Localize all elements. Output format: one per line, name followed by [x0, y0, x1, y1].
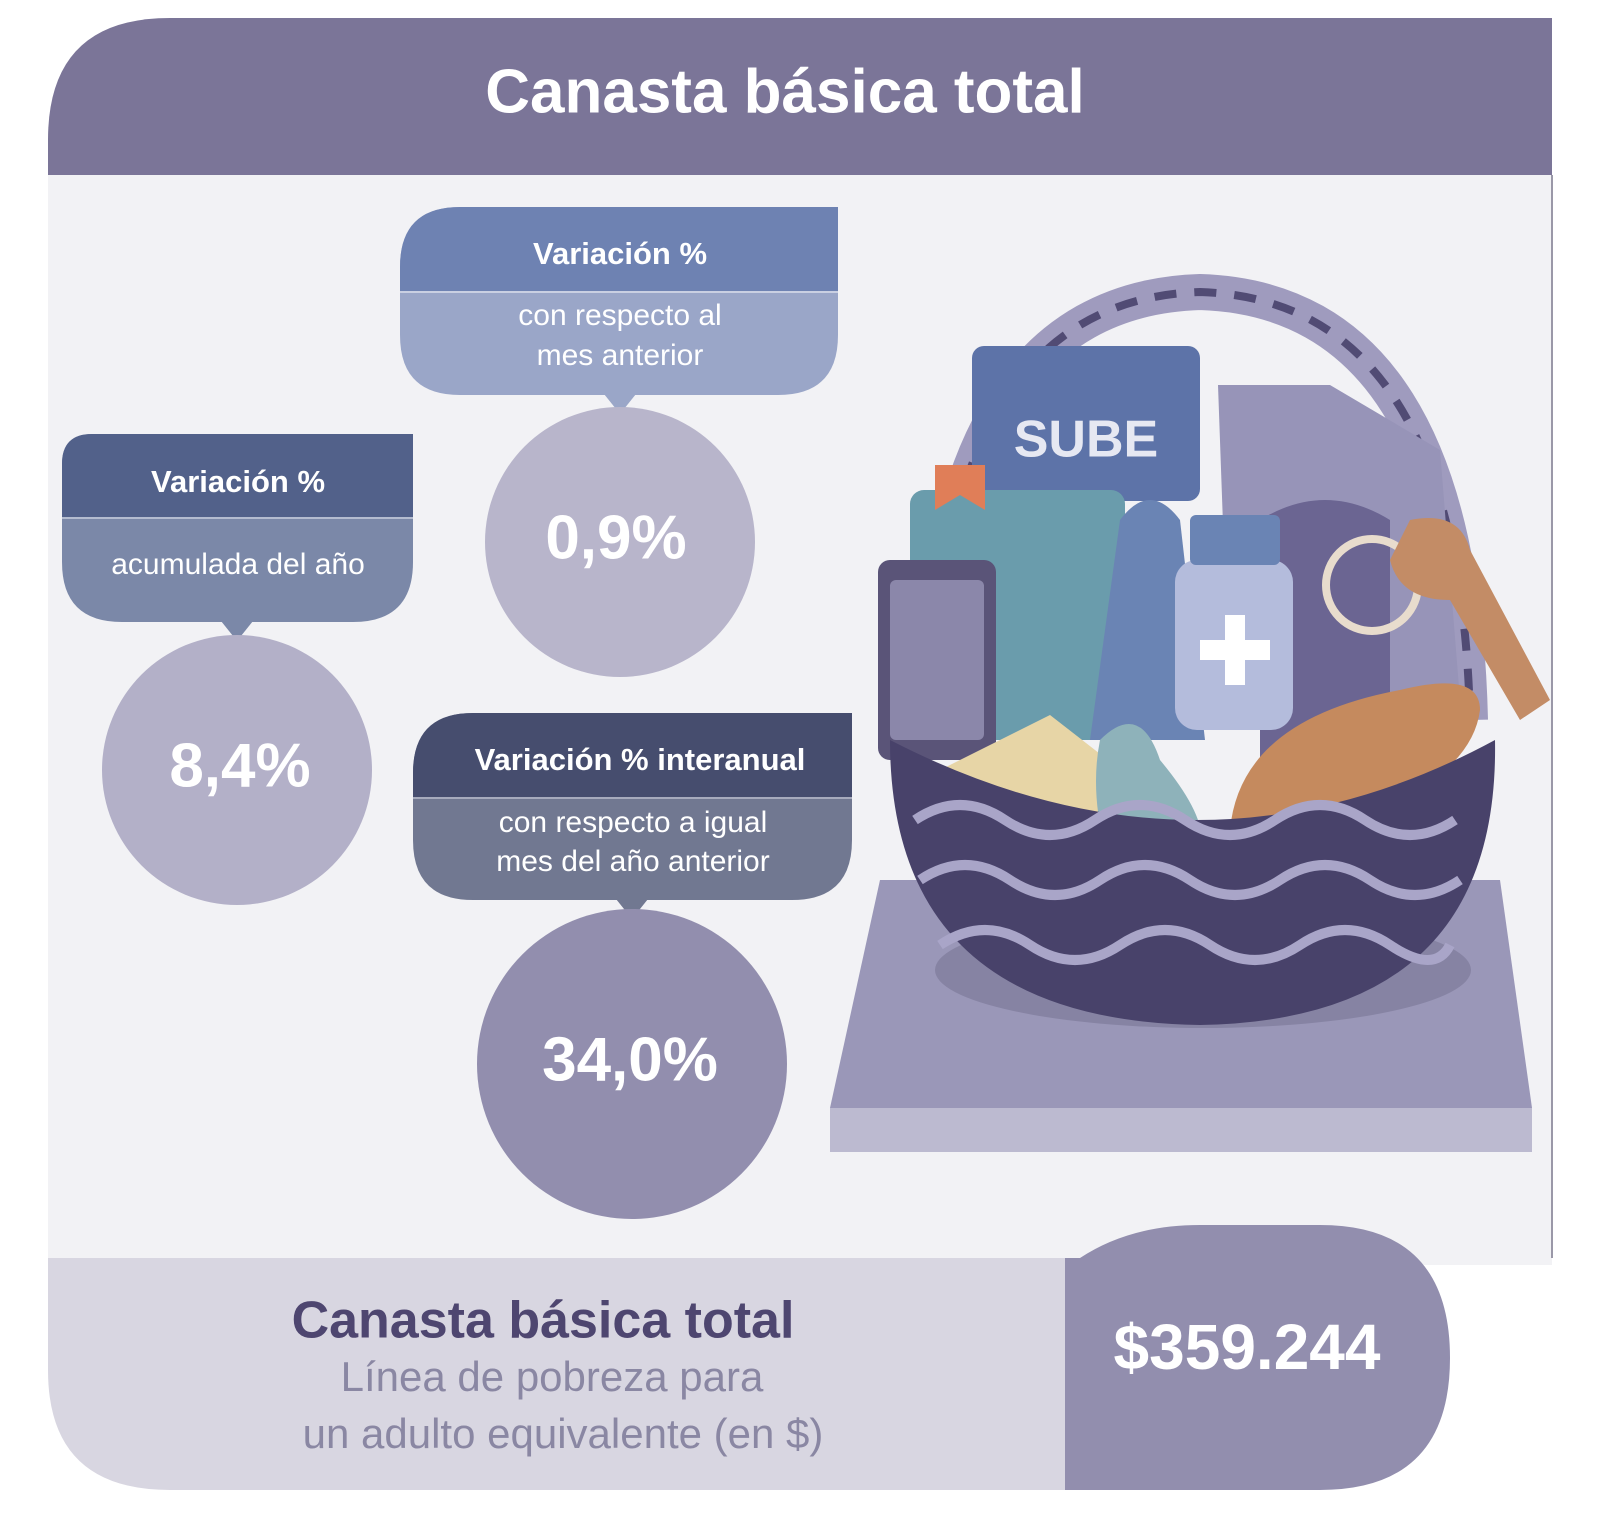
footer-subtitle: Línea de pobreza para	[341, 1353, 764, 1400]
basket-weave	[912, 800, 1463, 965]
indicator-subtitle: mes del año anterior	[496, 845, 770, 878]
indicator-subtitle: mes anterior	[537, 339, 704, 372]
indicator: Variación % interanual con respecto a ig…	[413, 713, 852, 1219]
indicator: Variación % con respecto al mes anterior…	[400, 207, 838, 677]
medicine-cap	[1190, 515, 1280, 565]
header-title: Canasta básica total	[485, 57, 1085, 126]
bookmark	[935, 465, 985, 510]
card-text: SUBE	[1014, 411, 1158, 469]
value-circle	[102, 635, 372, 905]
phone-screen	[890, 580, 984, 740]
header-band	[48, 18, 1552, 175]
footer-value: $359.244	[1114, 1311, 1381, 1383]
cross	[1200, 615, 1270, 685]
indicator-subtitle: acumulada del año	[111, 548, 365, 581]
label-header	[400, 207, 838, 292]
label-header	[62, 434, 413, 518]
pointer	[604, 394, 636, 414]
bread	[1230, 683, 1480, 840]
label-header	[413, 713, 852, 798]
platform-edge	[830, 1108, 1532, 1152]
indicator-subtitle: con respecto al	[518, 299, 721, 332]
footer-subtitle: un adulto equivalente (en $)	[303, 1410, 824, 1457]
indicator-value: 34,0%	[542, 1025, 718, 1094]
indicator-subtitle: con respecto a igual	[499, 806, 768, 839]
indicator-value: 8,4%	[169, 731, 310, 800]
pointer	[221, 621, 253, 641]
footer-title: Canasta básica total	[292, 1292, 795, 1350]
indicator-title: Variación %	[533, 236, 707, 271]
indicator-title: Variación %	[151, 464, 325, 499]
footer-value-box	[1065, 1225, 1450, 1490]
indicator-title: Variación % interanual	[475, 742, 806, 777]
value-circle	[485, 407, 755, 677]
footer-band	[48, 1258, 1065, 1490]
basket-illustration: SUBE	[830, 273, 1550, 1152]
value-circle	[477, 909, 787, 1219]
card	[972, 346, 1200, 501]
indicator-value: 0,9%	[545, 503, 686, 572]
key	[1390, 518, 1550, 720]
indicator: Variación % acumulada del año 8,4%	[62, 434, 413, 905]
